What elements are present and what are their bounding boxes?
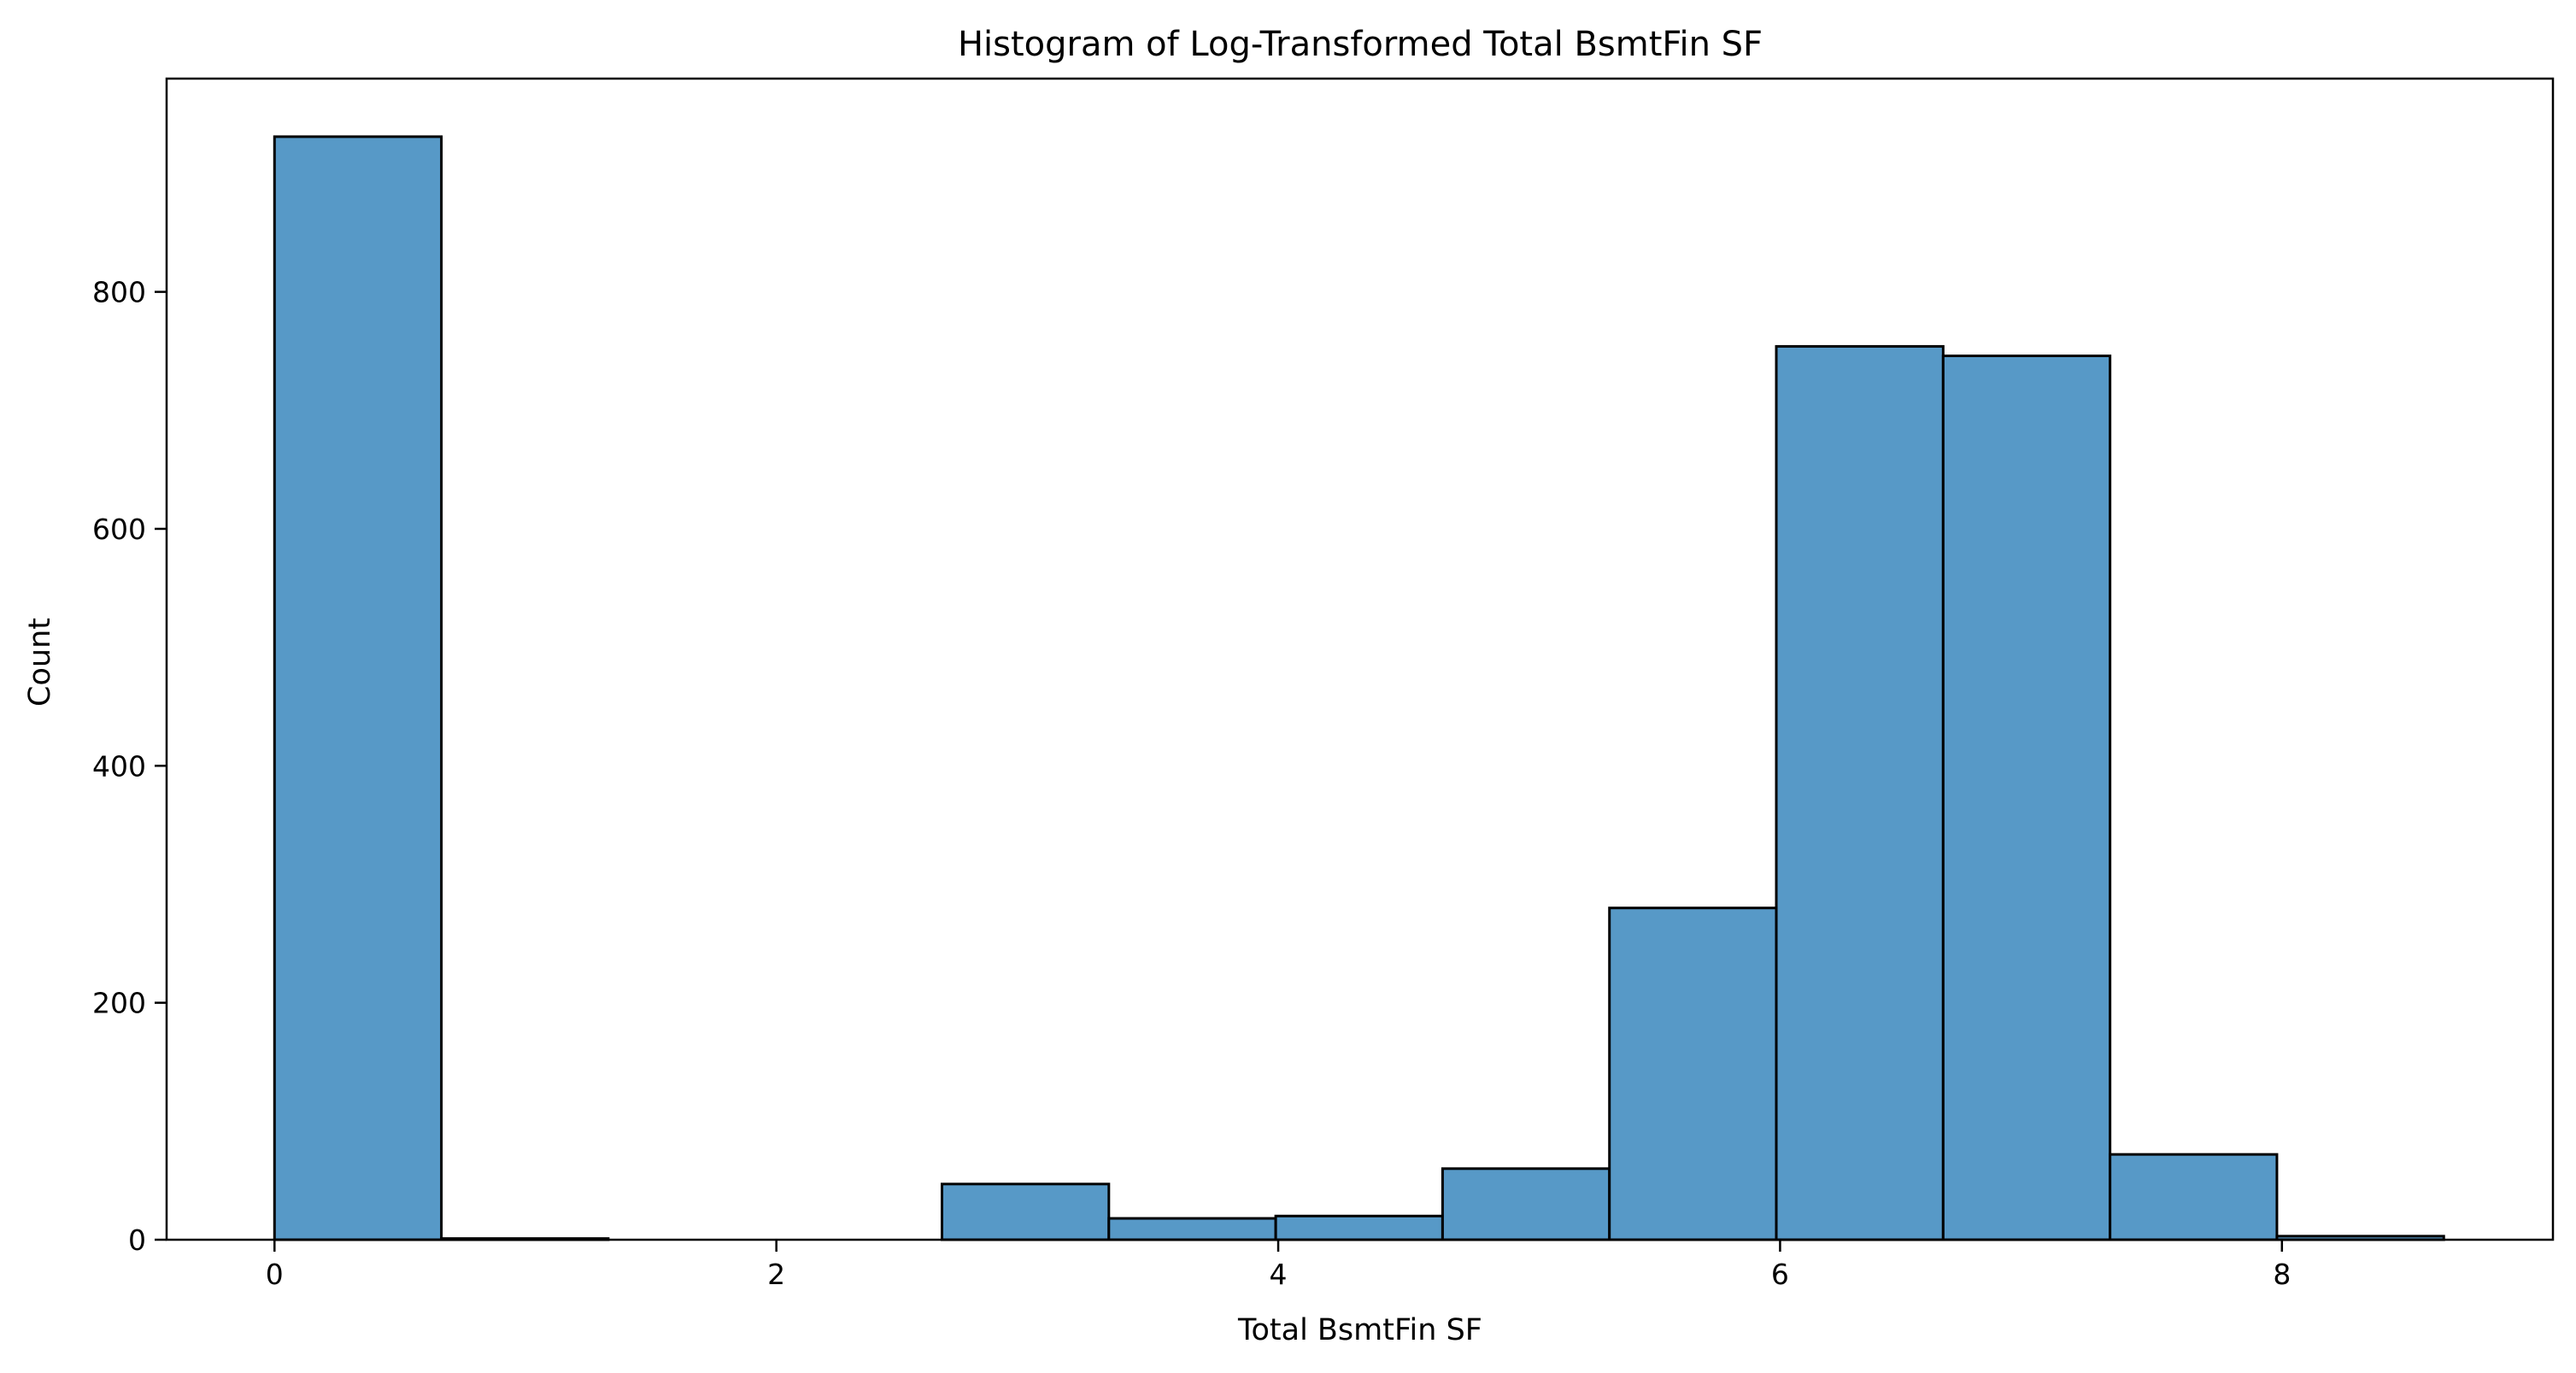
x-axis-label: Total BsmtFin SF bbox=[1237, 1313, 1482, 1347]
x-tick-label: 6 bbox=[1771, 1258, 1789, 1291]
x-tick-label: 2 bbox=[767, 1258, 785, 1291]
y-tick-label: 200 bbox=[92, 987, 146, 1020]
histogram-bar bbox=[1608, 907, 1778, 1241]
histogram-bar bbox=[1107, 1217, 1277, 1241]
x-tick-label: 4 bbox=[1270, 1258, 1288, 1291]
y-axis-ticks: 0 200 400 600 800 bbox=[92, 276, 167, 1257]
x-axis-ticks: 0 2 4 6 8 bbox=[266, 1240, 2291, 1291]
histogram-bar bbox=[2109, 1153, 2279, 1241]
y-tick-label: 800 bbox=[92, 276, 146, 309]
plot-frame bbox=[165, 77, 2555, 1241]
y-tick-label: 400 bbox=[92, 749, 146, 783]
chart-title: Histogram of Log-Transformed Total BsmtF… bbox=[958, 25, 1763, 64]
y-tick-label: 0 bbox=[128, 1223, 146, 1257]
histogram-bar bbox=[1441, 1167, 1611, 1241]
bars-group bbox=[273, 135, 2445, 1241]
histogram-bar bbox=[941, 1182, 1111, 1241]
y-tick-label: 600 bbox=[92, 513, 146, 546]
y-axis-label: Count bbox=[23, 618, 57, 707]
histogram-bar bbox=[1274, 1214, 1444, 1241]
histogram-bar bbox=[273, 135, 443, 1241]
histogram-bar bbox=[1941, 354, 2112, 1241]
x-tick-label: 8 bbox=[2273, 1258, 2291, 1291]
x-tick-label: 0 bbox=[266, 1258, 284, 1291]
histogram-bar bbox=[1775, 344, 1945, 1241]
